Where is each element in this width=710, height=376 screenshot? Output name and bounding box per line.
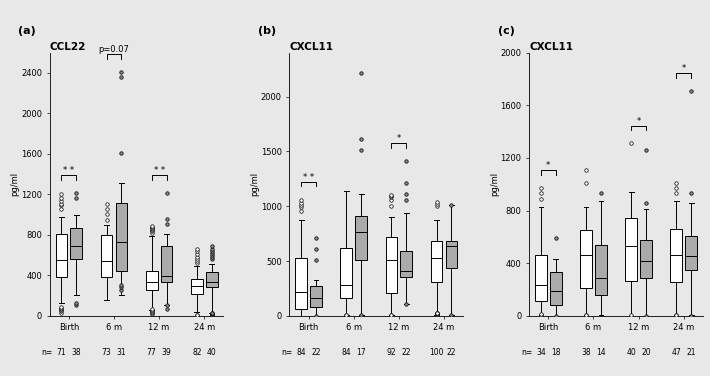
Text: 82: 82 [192, 348, 202, 357]
Text: 22: 22 [447, 348, 457, 357]
Bar [340, 248, 352, 298]
Text: 38: 38 [72, 348, 81, 357]
Bar [355, 216, 367, 260]
Y-axis label: pg/ml: pg/ml [11, 172, 20, 196]
Text: *: * [682, 64, 686, 73]
Bar [640, 240, 652, 278]
Text: CXCL11: CXCL11 [529, 42, 573, 52]
Bar [431, 241, 442, 282]
Text: 71: 71 [57, 348, 66, 357]
Text: 17: 17 [356, 348, 366, 357]
Text: 100: 100 [430, 348, 444, 357]
Bar [626, 218, 637, 281]
Bar [160, 247, 173, 282]
Text: (a): (a) [18, 26, 36, 36]
Text: 31: 31 [116, 348, 126, 357]
Text: 77: 77 [147, 348, 156, 357]
Text: 38: 38 [581, 348, 591, 357]
Text: 92: 92 [387, 348, 396, 357]
Bar [580, 230, 592, 288]
Text: *: * [636, 117, 640, 126]
Text: 40: 40 [626, 348, 636, 357]
Bar [670, 229, 682, 282]
Text: (c): (c) [498, 26, 515, 36]
Bar [146, 271, 158, 290]
Bar [116, 203, 127, 271]
Text: 20: 20 [641, 348, 651, 357]
Bar [685, 235, 697, 270]
Text: 22: 22 [311, 348, 321, 357]
Bar [400, 251, 413, 277]
Text: 21: 21 [687, 348, 696, 357]
Text: p=0.07: p=0.07 [99, 45, 129, 54]
Bar [191, 279, 202, 294]
Bar [595, 245, 607, 296]
Text: n=: n= [281, 348, 293, 357]
Text: 47: 47 [672, 348, 681, 357]
Text: n=: n= [42, 348, 53, 357]
Bar [310, 286, 322, 307]
Y-axis label: pg/ml: pg/ml [490, 172, 499, 196]
Bar [535, 255, 547, 302]
Text: * *: * * [153, 167, 165, 176]
Y-axis label: pg/ml: pg/ml [251, 172, 259, 196]
Text: (b): (b) [258, 26, 276, 36]
Text: 84: 84 [342, 348, 351, 357]
Text: n=: n= [521, 348, 532, 357]
Text: 40: 40 [207, 348, 217, 357]
Text: 14: 14 [596, 348, 606, 357]
Text: CXCL11: CXCL11 [290, 42, 334, 52]
Bar [101, 235, 112, 277]
Text: *: * [397, 134, 401, 143]
Bar [55, 234, 67, 277]
Text: *: * [546, 161, 550, 170]
Bar [206, 272, 217, 287]
Bar [386, 237, 398, 293]
Text: 73: 73 [102, 348, 111, 357]
Text: * *: * * [63, 167, 75, 176]
Bar [295, 258, 307, 309]
Bar [446, 241, 457, 268]
Text: CCL22: CCL22 [50, 42, 86, 52]
Bar [70, 228, 82, 259]
Text: 84: 84 [296, 348, 306, 357]
Text: 34: 34 [536, 348, 546, 357]
Text: 18: 18 [551, 348, 561, 357]
Bar [550, 272, 562, 305]
Text: 22: 22 [402, 348, 411, 357]
Text: * *: * * [303, 173, 315, 182]
Text: 39: 39 [162, 348, 171, 357]
